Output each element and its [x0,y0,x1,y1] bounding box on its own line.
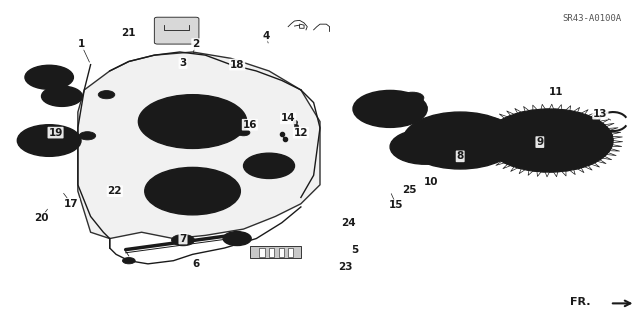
Circle shape [151,101,234,142]
Circle shape [500,116,599,165]
Text: 21: 21 [122,28,136,38]
Circle shape [424,138,433,143]
Text: 13: 13 [593,109,607,119]
Text: 4: 4 [262,31,269,41]
Text: 20: 20 [34,213,48,223]
Circle shape [401,92,424,104]
Circle shape [390,130,460,164]
Text: 1: 1 [77,39,84,49]
Circle shape [353,91,427,127]
Text: 15: 15 [389,200,404,210]
Circle shape [440,125,449,129]
Circle shape [51,91,74,102]
Text: 24: 24 [341,218,356,228]
Circle shape [537,134,562,147]
Circle shape [564,124,575,129]
Text: 3: 3 [179,58,187,68]
Text: 10: 10 [424,177,439,187]
Circle shape [237,130,250,136]
Text: 25: 25 [402,184,417,195]
Circle shape [444,133,476,148]
Circle shape [415,142,435,152]
Circle shape [524,124,534,129]
Bar [288,248,293,257]
Circle shape [231,235,244,242]
Text: FR.: FR. [570,297,591,307]
Text: 8: 8 [456,151,464,161]
Bar [278,248,284,257]
Text: 9: 9 [536,137,543,147]
Circle shape [253,158,285,174]
Circle shape [578,143,588,148]
Text: 19: 19 [49,128,63,137]
Circle shape [486,109,613,172]
Text: 2: 2 [192,39,200,49]
Circle shape [43,74,56,80]
Circle shape [511,144,522,149]
Text: 16: 16 [243,120,257,130]
Circle shape [157,174,228,209]
Circle shape [180,115,205,128]
Circle shape [145,167,241,215]
Text: 18: 18 [230,60,244,70]
FancyBboxPatch shape [154,17,199,44]
Text: 11: 11 [548,86,563,97]
Circle shape [244,153,294,178]
Circle shape [172,234,195,246]
Circle shape [473,130,518,152]
Circle shape [223,232,251,246]
Text: 22: 22 [108,186,122,196]
Circle shape [460,123,531,158]
Text: 17: 17 [64,199,79,209]
Text: 5: 5 [351,245,358,255]
Polygon shape [78,52,320,239]
Circle shape [181,185,204,197]
Text: SR43-A0100A: SR43-A0100A [562,14,621,23]
Circle shape [545,155,555,160]
Circle shape [79,132,96,140]
Circle shape [42,86,83,106]
Circle shape [403,112,518,169]
Circle shape [414,104,427,110]
Text: 6: 6 [192,259,200,269]
Text: 7: 7 [179,234,187,243]
Text: 12: 12 [294,128,308,137]
Circle shape [42,137,57,144]
Circle shape [122,257,135,264]
Circle shape [488,138,497,143]
Circle shape [17,125,81,156]
Circle shape [138,95,246,148]
Bar [269,248,274,257]
Circle shape [472,152,481,156]
Text: 23: 23 [338,262,353,272]
Circle shape [486,136,505,145]
Circle shape [35,70,63,84]
Circle shape [472,125,481,129]
Circle shape [30,131,68,150]
Circle shape [419,120,502,161]
Bar [250,247,301,258]
Circle shape [25,65,74,89]
Circle shape [440,152,449,156]
Circle shape [99,91,115,99]
Circle shape [368,98,412,120]
Circle shape [403,136,447,158]
Bar [259,248,264,257]
Text: 14: 14 [281,113,296,123]
